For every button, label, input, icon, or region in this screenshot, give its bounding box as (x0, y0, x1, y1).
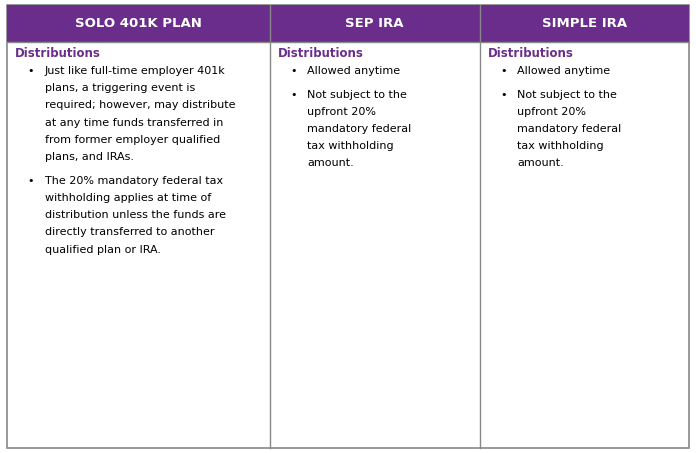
Text: •: • (27, 66, 34, 76)
Bar (7, 5, 269, 42)
Text: amount.: amount. (517, 159, 564, 169)
Text: plans, and IRAs.: plans, and IRAs. (45, 152, 134, 162)
Text: directly transferred to another: directly transferred to another (45, 227, 214, 237)
Text: withholding applies at time of: withholding applies at time of (45, 193, 211, 203)
Text: •: • (500, 90, 507, 100)
Text: Allowed anytime: Allowed anytime (517, 66, 610, 76)
Text: SIMPLE IRA: SIMPLE IRA (541, 17, 627, 29)
Text: tax withholding: tax withholding (307, 141, 394, 151)
Text: distribution unless the funds are: distribution unless the funds are (45, 210, 226, 220)
Text: The 20% mandatory federal tax: The 20% mandatory federal tax (45, 176, 223, 186)
Text: at any time funds transferred in: at any time funds transferred in (45, 118, 223, 128)
Text: •: • (290, 66, 296, 76)
Text: Not subject to the: Not subject to the (517, 90, 617, 100)
Text: Not subject to the: Not subject to the (307, 90, 407, 100)
Text: qualified plan or IRA.: qualified plan or IRA. (45, 245, 161, 255)
Text: •: • (500, 66, 507, 76)
Text: tax withholding: tax withholding (517, 141, 604, 151)
Text: Allowed anytime: Allowed anytime (307, 66, 400, 76)
Text: •: • (290, 90, 296, 100)
Text: upfront 20%: upfront 20% (307, 107, 376, 117)
Text: SEP IRA: SEP IRA (345, 17, 404, 29)
Text: •: • (27, 176, 34, 186)
Bar (269, 5, 480, 42)
Text: required; however, may distribute: required; however, may distribute (45, 101, 235, 111)
Text: Distributions: Distributions (488, 47, 574, 60)
Text: Distributions: Distributions (15, 47, 101, 60)
Text: Just like full-time employer 401k: Just like full-time employer 401k (45, 66, 226, 76)
Text: mandatory federal: mandatory federal (517, 124, 622, 134)
Text: amount.: amount. (307, 159, 354, 169)
Text: from former employer qualified: from former employer qualified (45, 135, 220, 145)
Text: SOLO 401K PLAN: SOLO 401K PLAN (75, 17, 202, 29)
Text: mandatory federal: mandatory federal (307, 124, 411, 134)
Bar (480, 5, 689, 42)
Text: upfront 20%: upfront 20% (517, 107, 586, 117)
Text: plans, a triggering event is: plans, a triggering event is (45, 83, 195, 93)
Text: Distributions: Distributions (278, 47, 364, 60)
